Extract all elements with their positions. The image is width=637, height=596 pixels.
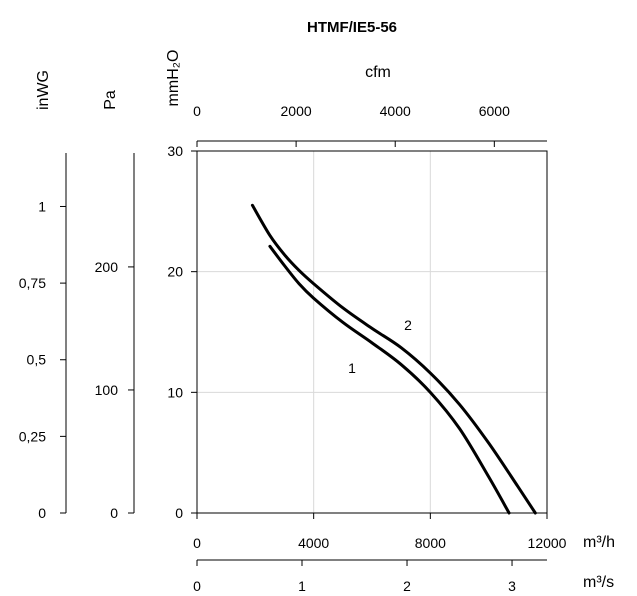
tick-label-bottom: 0 <box>193 535 201 551</box>
tick-label-pa: 100 <box>95 382 119 398</box>
tick-label-mmh2o: 30 <box>167 143 183 159</box>
curve-label-2: 2 <box>404 317 412 333</box>
tick-label-bottom: 8000 <box>415 535 446 551</box>
tick-label-bottom2: 1 <box>298 578 306 594</box>
series-curves: 12 <box>250 203 537 515</box>
tick-label-pa: 0 <box>110 505 118 521</box>
bottom-axis-unit: m³/h <box>583 534 615 551</box>
tick-label-inwg: 0,25 <box>19 428 46 444</box>
curve-1 <box>268 244 511 515</box>
tick-label-top: 2000 <box>281 103 312 119</box>
tick-label-bottom: 4000 <box>298 535 329 551</box>
tick-label-top: 0 <box>193 103 201 119</box>
tick-label-mmh2o: 10 <box>167 384 183 400</box>
bottom2-axis-unit: m³/s <box>583 574 614 591</box>
tick-label-bottom2: 0 <box>193 578 201 594</box>
tick-label-inwg: 1 <box>38 198 46 214</box>
mmh2o-axis-unit: mmH₂O <box>165 50 182 107</box>
tick-label-top: 6000 <box>479 103 510 119</box>
curve-2 <box>250 203 537 515</box>
tick-label-mmh2o: 0 <box>175 505 183 521</box>
tick-label-top: 4000 <box>380 103 411 119</box>
tick-label-bottom2: 3 <box>508 578 516 594</box>
grid-lines <box>197 151 547 513</box>
tick-label-mmh2o: 20 <box>167 264 183 280</box>
tick-label-pa: 200 <box>95 259 119 275</box>
chart-title: HTMF/IE5-56 <box>307 19 397 36</box>
tick-label-inwg: 0,5 <box>27 352 47 368</box>
tick-label-bottom2: 2 <box>403 578 411 594</box>
tick-label-bottom: 12000 <box>528 535 567 551</box>
plot-frame <box>196 150 548 514</box>
tick-label-inwg: 0 <box>38 505 46 521</box>
tick-label-inwg: 0,75 <box>19 275 46 291</box>
pa-axis-unit: Pa <box>102 90 119 110</box>
inwg-axis-unit: inWG <box>35 70 52 110</box>
curve-label-1: 1 <box>348 360 356 376</box>
top-axis-unit: cfm <box>365 64 391 81</box>
axes <box>60 140 548 566</box>
